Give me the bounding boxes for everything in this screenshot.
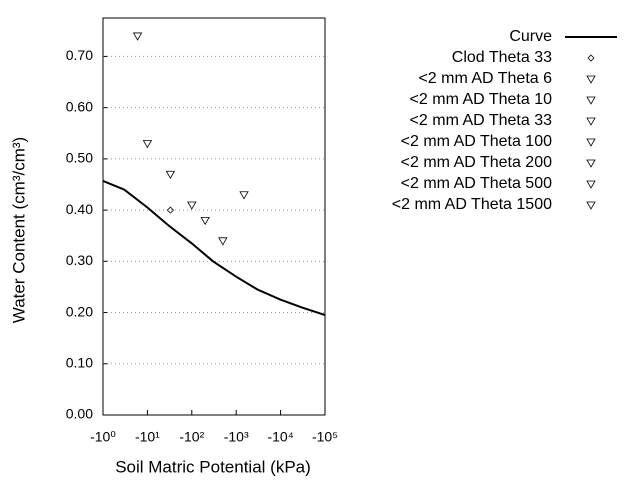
x-tick-label: -10¹	[135, 429, 160, 445]
curve	[102, 179, 326, 317]
x-axis-label: Soil Matric Potential (kPa)	[115, 457, 311, 476]
point	[142, 140, 153, 149]
y-tick-label: 0.60	[66, 98, 93, 114]
legend-label: <2 mm AD Theta 100	[401, 133, 552, 150]
x-tick-label: -10³	[224, 429, 249, 445]
point	[165, 170, 176, 180]
legend-marker	[586, 159, 596, 168]
legend-marker	[586, 75, 596, 84]
y-axis-label: Water Content (cm³/cm³)	[9, 137, 28, 323]
y-tick-label: 0.50	[66, 150, 93, 166]
legend-marker	[586, 180, 596, 189]
x-tick-label: -10⁰	[90, 429, 116, 445]
legend-marker	[586, 138, 596, 147]
point	[132, 32, 143, 41]
y-tick-label: 0.20	[66, 303, 93, 319]
legend-label: Curve	[509, 28, 552, 45]
legend-label: <2 mm AD Theta 200	[401, 154, 552, 171]
x-tick-label: -10⁵	[312, 429, 338, 445]
legend-marker	[586, 96, 596, 105]
legend-marker	[586, 117, 596, 126]
point	[200, 216, 210, 226]
legend-label: <2 mm AD Theta 10	[410, 91, 553, 108]
x-tick-label: -10⁴	[267, 429, 293, 445]
y-tick-label: 0.00	[66, 406, 93, 422]
y-tick-label: 0.10	[66, 354, 93, 370]
point	[166, 206, 174, 214]
legend-label: <2 mm AD Theta 1500	[392, 196, 552, 213]
x-tick-label: -10²	[179, 429, 204, 445]
legend-label: Clod Theta 33	[452, 49, 552, 66]
y-tick-label: 0.70	[66, 47, 93, 63]
legend-marker	[586, 201, 596, 210]
y-tick-label: 0.30	[66, 252, 93, 268]
point	[218, 237, 228, 246]
point	[187, 201, 197, 210]
point	[239, 191, 249, 200]
y-tick-label: 0.40	[66, 201, 93, 217]
legend-label: <2 mm AD Theta 500	[401, 175, 552, 192]
legend-label: <2 mm AD Theta 6	[418, 70, 552, 87]
legend-label: <2 mm AD Theta 33	[410, 112, 553, 129]
legend-marker	[587, 54, 595, 62]
plot-frame	[102, 17, 326, 416]
